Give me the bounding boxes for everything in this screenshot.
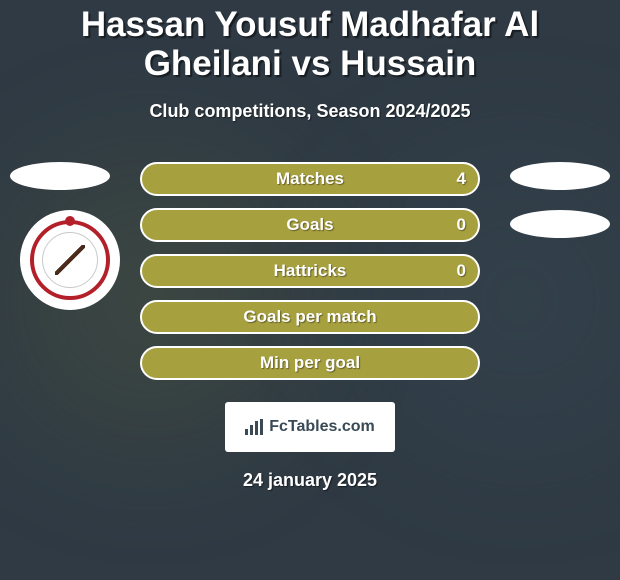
club-badge-dot (65, 216, 75, 226)
stat-label: Min per goal (260, 353, 360, 373)
stat-label: Matches (276, 169, 344, 189)
stat-row-min-per-goal: Min per goal (140, 346, 480, 380)
stat-row-goals-per-match: Goals per match (140, 300, 480, 334)
content-root: Hassan Yousuf Madhafar Al Gheilani vs Hu… (0, 0, 620, 580)
brand-box[interactable]: FcTables.com (225, 402, 395, 452)
player-left-club-badge (20, 210, 120, 310)
player-right-flag-oval (510, 162, 610, 190)
page-title: Hassan Yousuf Madhafar Al Gheilani vs Hu… (0, 6, 620, 83)
stat-value-right: 4 (457, 169, 466, 189)
brand-text: FcTables.com (269, 418, 375, 436)
subtitle: Club competitions, Season 2024/2025 (149, 101, 470, 122)
stat-label: Goals (286, 215, 333, 235)
player-left-flag-oval (10, 162, 110, 190)
stat-row-hattricks: Hattricks 0 (140, 254, 480, 288)
stat-label: Hattricks (274, 261, 347, 281)
player-right-club-oval (510, 210, 610, 238)
stat-row-goals: Goals 0 (140, 208, 480, 242)
stat-row-matches: Matches 4 (140, 162, 480, 196)
date-line: 24 january 2025 (243, 470, 377, 491)
club-badge-inner (42, 232, 98, 288)
stat-value-right: 0 (457, 261, 466, 281)
stat-rows: Matches 4 Goals 0 Hattricks 0 Goals per … (140, 162, 480, 380)
stat-value-right: 0 (457, 215, 466, 235)
club-badge-stroke-icon (55, 245, 85, 275)
stats-area: Matches 4 Goals 0 Hattricks 0 Goals per … (0, 162, 620, 380)
bars-icon (245, 419, 263, 435)
stat-label: Goals per match (243, 307, 376, 327)
